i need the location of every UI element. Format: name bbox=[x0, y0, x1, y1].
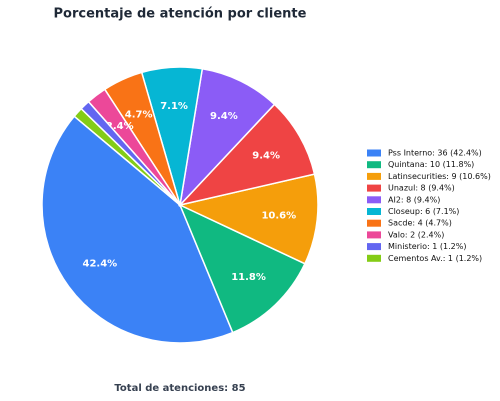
footer: Total de atenciones: 85 bbox=[114, 383, 245, 394]
pie-slice bbox=[178, 67, 276, 208]
data-label: 42.4% bbox=[83, 259, 118, 270]
legend-swatch bbox=[367, 196, 381, 204]
legend-label: AI2: 8 (9.4%) bbox=[388, 195, 440, 204]
legend-swatch bbox=[367, 219, 381, 227]
data-label: 11.8% bbox=[231, 272, 266, 283]
legend-swatch bbox=[367, 254, 381, 262]
legend-swatch bbox=[367, 243, 381, 251]
legend-swatch bbox=[367, 161, 381, 169]
legend-swatch bbox=[367, 231, 381, 239]
pie-slice bbox=[178, 203, 306, 334]
pie-slice bbox=[177, 173, 319, 265]
pie-slice bbox=[73, 107, 181, 206]
pie-slice bbox=[177, 103, 316, 207]
data-label: 9.4% bbox=[252, 150, 280, 161]
legend-swatch bbox=[367, 149, 381, 157]
pie-slice bbox=[41, 115, 234, 344]
chart-title: Porcentaje de atención por cliente bbox=[54, 7, 307, 22]
legend-label: Cementos Av.: 1 (1.2%) bbox=[388, 254, 482, 263]
data-label: 9.4% bbox=[210, 111, 238, 122]
data-label: 4.7% bbox=[125, 110, 153, 121]
legend-swatch bbox=[367, 208, 381, 215]
legend-label: Latinsecurities: 9 (10.6%) bbox=[388, 172, 491, 181]
legend-swatch bbox=[367, 184, 381, 192]
legend-label: Sacde: 4 (4.7%) bbox=[388, 219, 452, 228]
data-label: 10.6% bbox=[261, 211, 296, 222]
legend-label: Closeup: 6 (7.1%) bbox=[388, 207, 459, 216]
data-label: 2.4% bbox=[106, 121, 134, 132]
legend-label: Valo: 2 (2.4%) bbox=[388, 230, 444, 239]
legend-label: Pss Interno: 36 (42.4%) bbox=[388, 149, 482, 158]
legend-label: Quintana: 10 (11.8%) bbox=[388, 160, 474, 169]
data-label: 7.1% bbox=[160, 101, 188, 112]
legend-label: Ministerio: 1 (1.2%) bbox=[388, 242, 467, 251]
legend-label: Unazul: 8 (9.4%) bbox=[388, 184, 455, 193]
legend-swatch bbox=[367, 172, 381, 180]
